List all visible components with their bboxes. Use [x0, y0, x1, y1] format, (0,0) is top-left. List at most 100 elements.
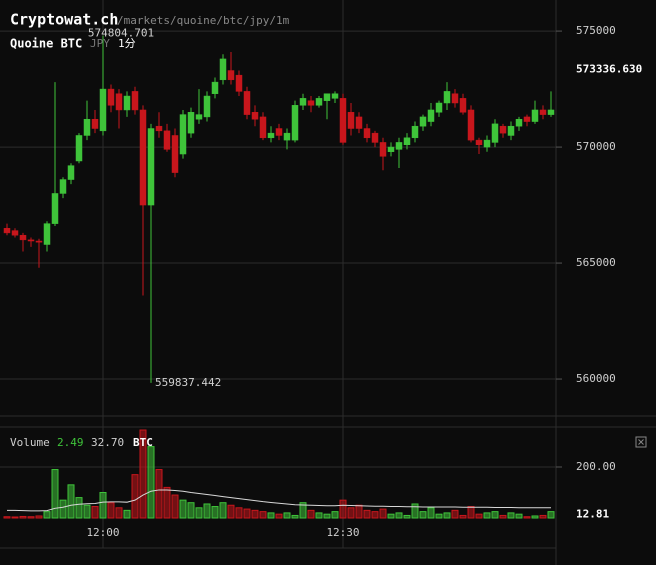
volume-bar	[443, 512, 451, 519]
candle-body	[3, 228, 11, 234]
volume-ma-line	[7, 489, 551, 512]
candle-body	[19, 234, 27, 241]
volume-bar	[131, 474, 139, 519]
volume-bar	[363, 509, 371, 519]
volume-bar	[251, 509, 259, 519]
volume-bar	[459, 514, 467, 519]
volume-bar	[147, 446, 155, 519]
candle-body	[323, 93, 331, 101]
volume-bar	[75, 497, 83, 519]
candle-body	[83, 118, 91, 136]
volume-bar	[235, 507, 243, 519]
candle-body	[539, 109, 547, 115]
volume-bar	[515, 513, 523, 519]
volume-bar	[323, 513, 331, 519]
volume-bar	[195, 507, 203, 519]
volume-bar	[307, 509, 315, 519]
candle-body	[187, 112, 195, 134]
volume-bar	[299, 502, 307, 519]
candle-body	[43, 223, 51, 245]
volume-bar	[59, 499, 67, 519]
volume-bar	[107, 502, 115, 519]
close-button[interactable]	[635, 436, 647, 448]
candle-body	[147, 128, 155, 206]
candle-body	[531, 109, 539, 122]
x-tick-label: 12:30	[326, 526, 359, 539]
volume-bar	[467, 506, 475, 519]
volume-current: 2.49	[57, 436, 84, 449]
market-path[interactable]: /markets/quoine/btc/jpy/1m	[117, 14, 290, 27]
period: 1分	[118, 37, 136, 50]
candle-body	[59, 179, 67, 194]
candle-body	[251, 112, 259, 120]
candle-body	[195, 114, 203, 120]
volume-bar	[99, 491, 107, 519]
volume-bar	[371, 511, 379, 519]
volume-bar	[259, 511, 267, 519]
volume-bar	[291, 514, 299, 519]
volume-bar	[427, 507, 435, 519]
candle-body	[363, 128, 371, 139]
volume-bar	[275, 513, 283, 519]
candle-body	[395, 142, 403, 150]
volume-bar	[395, 512, 403, 519]
last-price-label: 573336.630	[576, 63, 642, 76]
candle-body	[275, 128, 283, 136]
candle-body	[51, 193, 59, 224]
candle-body	[547, 109, 555, 115]
candle-body	[107, 88, 115, 106]
candle-body	[283, 132, 291, 141]
candle-body	[219, 58, 227, 81]
candle-body	[243, 91, 251, 115]
candle-body	[299, 98, 307, 106]
exchange: Quoine BTC	[10, 37, 82, 51]
y-tick-label: 570000	[576, 140, 616, 153]
volume-bar	[411, 503, 419, 519]
volume-bar	[19, 515, 27, 519]
site-title[interactable]: Cryptowat.ch	[10, 11, 118, 29]
volume-bar	[403, 514, 411, 519]
y-tick-label: 560000	[576, 372, 616, 385]
candle-body	[123, 95, 131, 111]
volume-bar	[547, 511, 555, 519]
last-volume-label: 12.81	[576, 508, 609, 521]
candle-body	[235, 74, 243, 92]
volume-bar	[435, 513, 443, 519]
quote: JPY	[90, 37, 110, 50]
candle-body	[371, 132, 379, 143]
volume-bar	[203, 503, 211, 519]
volume-bar	[355, 504, 363, 519]
y-tick-label: 200.00	[576, 460, 616, 473]
volume-bar	[139, 429, 147, 519]
volume-bar	[379, 508, 387, 519]
candle-body	[483, 139, 491, 148]
candle-body	[387, 146, 395, 152]
volume-bar	[3, 516, 11, 519]
close-icon[interactable]	[638, 439, 644, 445]
candle-body	[11, 230, 19, 236]
candle-body	[435, 102, 443, 113]
volume-bar	[315, 512, 323, 519]
volume-bar	[243, 508, 251, 519]
candle-body	[331, 93, 339, 99]
candle-body	[67, 165, 75, 180]
candle-body	[347, 112, 355, 129]
candle-body	[315, 98, 323, 106]
candle-body	[459, 98, 467, 113]
candle-body	[403, 137, 411, 146]
y-tick-label: 565000	[576, 256, 616, 269]
candle-body	[443, 91, 451, 104]
volume-bar	[491, 511, 499, 519]
volume-bar	[419, 511, 427, 519]
volume-bar	[499, 514, 507, 519]
candle-body	[27, 239, 35, 242]
candle-body	[427, 109, 435, 122]
candle-body	[499, 125, 507, 134]
candle-body	[203, 95, 211, 118]
volume-bar	[283, 512, 291, 519]
candle-body	[451, 93, 459, 104]
candle-body	[307, 100, 315, 106]
candle-body	[507, 125, 515, 136]
high-annotation: 574804.701	[88, 27, 154, 40]
volume-bar	[83, 504, 91, 519]
